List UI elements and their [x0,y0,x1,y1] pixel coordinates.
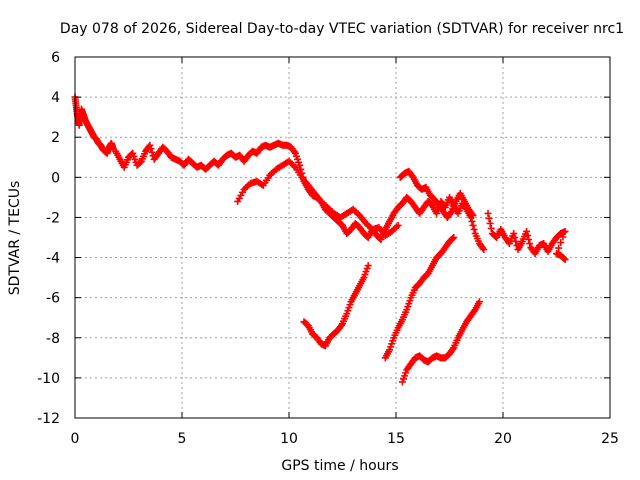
y-tick-label: 6 [51,50,60,66]
y-axis-label: SDTVAR / TECUs [7,181,23,296]
x-tick-label: 5 [178,431,187,447]
data-point [146,141,154,149]
data-point [479,244,487,252]
data-point [475,298,483,306]
x-tick-label: 0 [71,431,80,447]
series-arc-15h [381,234,458,362]
series-lower-branch [234,157,402,239]
data-point [147,145,155,153]
data-point [449,345,457,353]
data-point [510,229,518,237]
data-point [486,219,494,227]
data-point [470,225,478,233]
data-point [485,214,493,222]
data-point [555,244,563,252]
data-point [468,210,476,218]
data-point [469,211,477,219]
data-point [524,231,532,239]
axis-ticks: 0 5 10 15 20 25 -12 -10 -8 -6 -4 -2 0 2 4 6 [37,50,619,447]
data-point [290,148,298,156]
y-tick-label: -12 [37,411,60,427]
data-point [408,172,416,180]
data-point [469,221,477,229]
y-tick-label: 2 [51,130,60,146]
series-arc-11h [300,262,372,350]
data-point [394,221,402,229]
data-point [557,239,565,247]
x-tick-label: 10 [280,431,298,447]
data-point [484,209,492,217]
data-point [148,148,156,156]
y-tick-label: 4 [51,90,60,106]
y-tick-label: -4 [46,251,60,267]
data-point [450,234,458,241]
x-axis-label: GPS time / hours [281,458,398,474]
data-point [561,227,569,235]
series-upper-branch [396,167,477,221]
series-early-decline [71,93,118,157]
x-tick-label: 25 [601,431,619,447]
y-tick-label: -10 [37,371,60,387]
series-arc-16h [398,298,483,386]
data-point [468,217,476,225]
series-main-track [112,139,488,254]
data-points [71,93,569,386]
y-tick-label: -8 [46,331,60,347]
series-late-tail [484,209,569,264]
data-point [526,240,534,248]
data-point [512,238,520,246]
plot-frame [74,56,611,419]
data-point [561,256,569,264]
data-point [480,246,488,254]
data-point [523,227,531,235]
data-point [364,262,372,270]
data-point [296,161,304,169]
y-tick-label: 0 [51,170,60,186]
y-tick-label: -2 [46,210,60,226]
data-point [136,158,144,166]
data-point [487,224,495,232]
data-point [337,321,345,329]
data-point [470,307,478,315]
x-tick-label: 20 [494,431,512,447]
y-tick-label: -6 [46,291,60,307]
x-tick-label: 15 [387,431,405,447]
data-point [560,255,568,263]
data-point [449,235,457,243]
data-point [447,209,455,217]
grid-lines [75,57,610,418]
data-point [559,233,567,241]
data-point [525,236,533,244]
chart-title: Day 078 of 2026, Sidereal Day-to-day VTE… [60,21,624,37]
data-point [511,234,519,241]
